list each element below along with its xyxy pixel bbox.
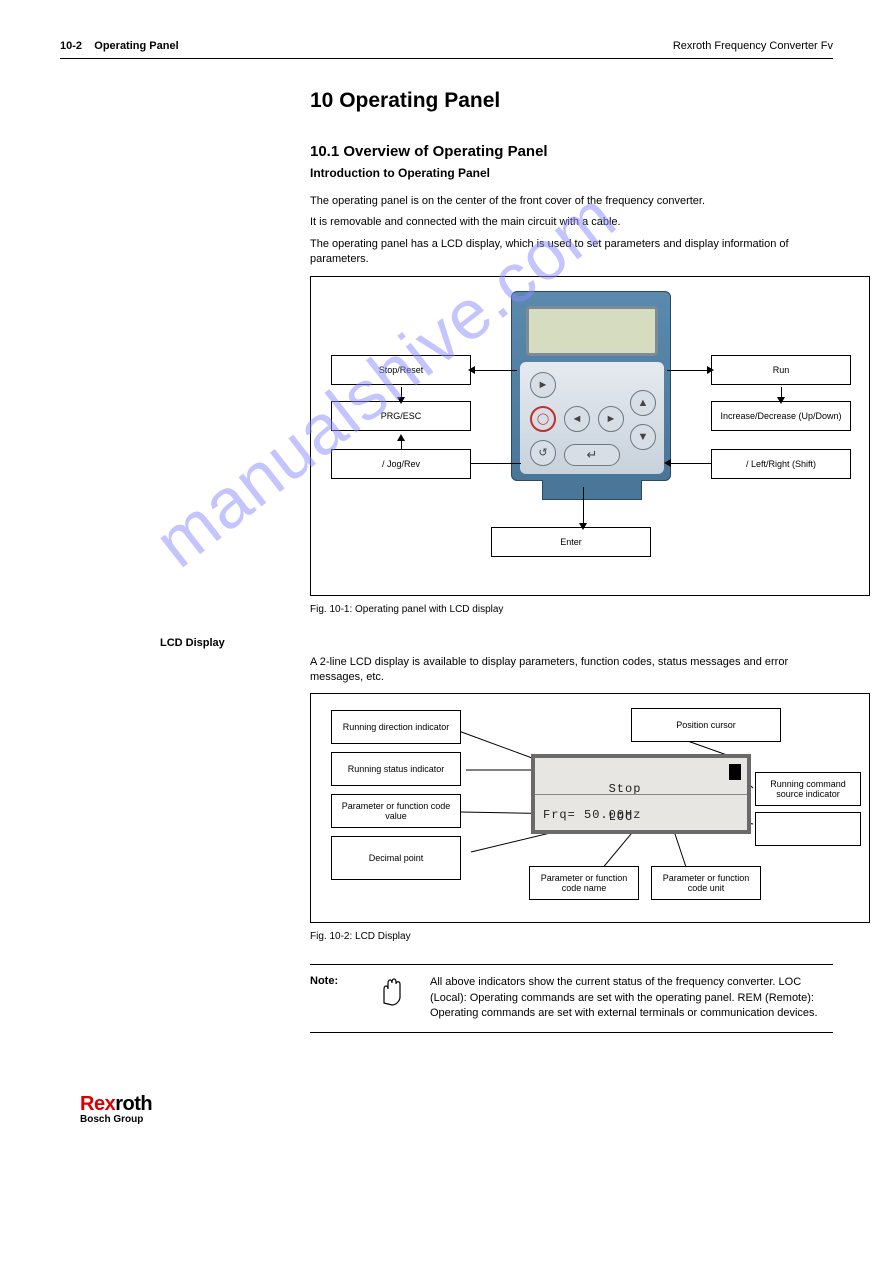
run-button-icon: ►: [530, 372, 556, 398]
label-prg-esc: PRG/ESC: [331, 401, 471, 431]
figure-1-caption: Fig. 10-1: Operating panel with LCD disp…: [310, 604, 833, 615]
note-heading: Note:: [310, 975, 354, 1021]
figure-2-frame: Running direction indicator Running stat…: [310, 693, 870, 923]
label-cmd-source-b: [755, 812, 861, 846]
label-position-cursor: Position cursor: [631, 708, 781, 742]
jog-button-icon: ↺: [530, 440, 556, 466]
lcd-p1: A 2-line LCD display is available to dis…: [310, 655, 833, 686]
device-lcd: [526, 306, 658, 356]
label-running-status: Running status indicator: [331, 752, 461, 786]
logo-part2: roth: [115, 1093, 152, 1115]
lcd-side-label: LCD Display: [160, 637, 833, 649]
label-param-value: Parameter or function code value: [331, 794, 461, 828]
label-running-direction: Running direction indicator: [331, 710, 461, 744]
label-enter: Enter: [491, 527, 651, 557]
device-connector-foot: [542, 480, 642, 500]
label-decimal-point: Decimal point: [331, 836, 461, 880]
device-button-face: ► ◯ ↺ ◄ ► ▲ ▼ ↵: [520, 362, 664, 474]
lcd-display: Stop LOC Frq= 50.00Hz: [531, 754, 751, 834]
chapter-title: 10 Operating Panel: [310, 89, 833, 113]
header-section: Operating Panel: [94, 40, 178, 52]
lcd-line2: Frq= 50.00Hz: [543, 808, 641, 822]
label-cmd-source: Running command source indicator: [755, 772, 861, 806]
label-param-unit: Parameter or function code unit: [651, 866, 761, 900]
label-stop-reset: Stop/Reset: [331, 355, 471, 385]
intro-p2: It is removable and connected with the m…: [310, 215, 833, 230]
up-button-icon: ▲: [630, 390, 656, 416]
footer-logo: Rexroth Bosch Group: [60, 1093, 833, 1125]
label-inc-dec: Increase/Decrease (Up/Down): [711, 401, 851, 431]
down-button-icon: ▼: [630, 424, 656, 450]
enter-button-icon: ↵: [564, 444, 620, 466]
lcd-cursor-block: [729, 764, 741, 780]
logo-subbrand: Bosch Group: [80, 1114, 833, 1125]
page-header: 10-2 Operating Panel Rexroth Frequency C…: [60, 40, 833, 59]
note-hand-icon: [380, 975, 404, 1007]
stop-button-icon: ◯: [530, 406, 556, 432]
header-doc-title: Rexroth Frequency Converter Fv: [673, 40, 833, 52]
logo-part1: Rex: [80, 1093, 115, 1115]
label-left-right: / Left/Right (Shift): [711, 449, 851, 479]
note-block: Note: All above indicators show the curr…: [310, 964, 833, 1032]
intro-p3: The operating panel has a LCD display, w…: [310, 237, 833, 268]
section-title: 10.1 Overview of Operating Panel: [310, 143, 833, 160]
figure-2-caption: Fig. 10-2: LCD Display: [310, 931, 833, 942]
label-run: Run: [711, 355, 851, 385]
operating-panel-device: ► ◯ ↺ ◄ ► ▲ ▼ ↵: [511, 291, 671, 481]
right-button-icon: ►: [598, 406, 624, 432]
page-number: 10-2: [60, 40, 82, 52]
intro-p1: The operating panel is on the center of …: [310, 194, 833, 209]
left-button-icon: ◄: [564, 406, 590, 432]
label-param-name: Parameter or function code name: [529, 866, 639, 900]
figure-1-frame: ► ◯ ↺ ◄ ► ▲ ▼ ↵ Stop/Reset PRG/ESC / Jog…: [310, 276, 870, 596]
label-jog-rev: / Jog/Rev: [331, 449, 471, 479]
note-text: All above indicators show the current st…: [430, 975, 833, 1021]
subsection-title: Introduction to Operating Panel: [310, 166, 833, 180]
